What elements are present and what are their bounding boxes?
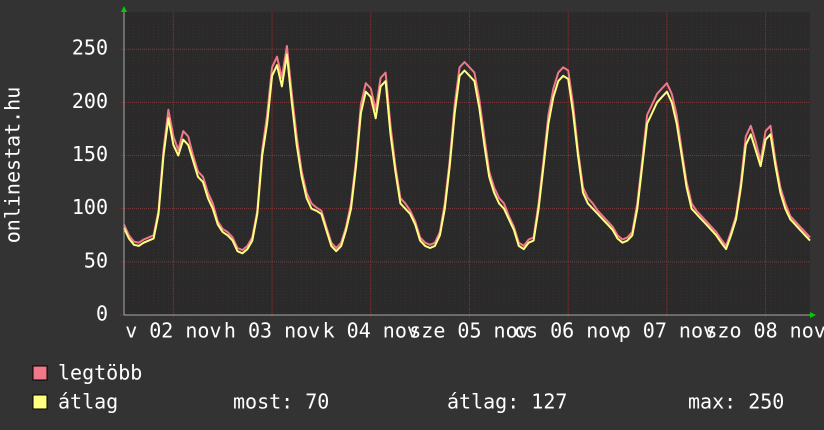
y-tick-label: 0 — [96, 302, 108, 326]
stat: max: 250 — [688, 390, 784, 414]
x-tick-label: sze 05 nov — [409, 319, 529, 343]
y-tick-label: 50 — [84, 248, 108, 272]
y-tick-label: 150 — [72, 142, 108, 166]
stat: most: 70 — [233, 390, 329, 414]
x-tick-label: szo 08 nov — [705, 319, 824, 343]
plot-area — [124, 12, 810, 315]
y-axis-label: onlinestat.hu — [1, 87, 25, 244]
legend-label: átlag — [58, 390, 118, 414]
series-line — [123, 53, 811, 255]
x-tick-label: k 04 nov — [323, 319, 419, 343]
x-tick-label: p 07 nov — [619, 319, 715, 343]
y-tick-label: 100 — [72, 195, 108, 219]
x-tick-label: cs 06 nov — [514, 319, 622, 343]
x-tick-label: h 03 nov — [224, 319, 320, 343]
legend-swatch — [32, 394, 48, 410]
x-arrow — [810, 312, 816, 318]
y-arrow — [121, 6, 127, 12]
x-tick-label: v 02 nov — [125, 319, 221, 343]
y-tick-label: 250 — [72, 36, 108, 60]
series-line — [123, 45, 811, 252]
legend-label: legtöbb — [58, 361, 142, 385]
stat: átlag: 127 — [447, 390, 567, 414]
plot — [123, 45, 811, 255]
grid — [120, 12, 811, 318]
y-tick-label: 200 — [72, 89, 108, 113]
legend-swatch — [32, 365, 48, 381]
